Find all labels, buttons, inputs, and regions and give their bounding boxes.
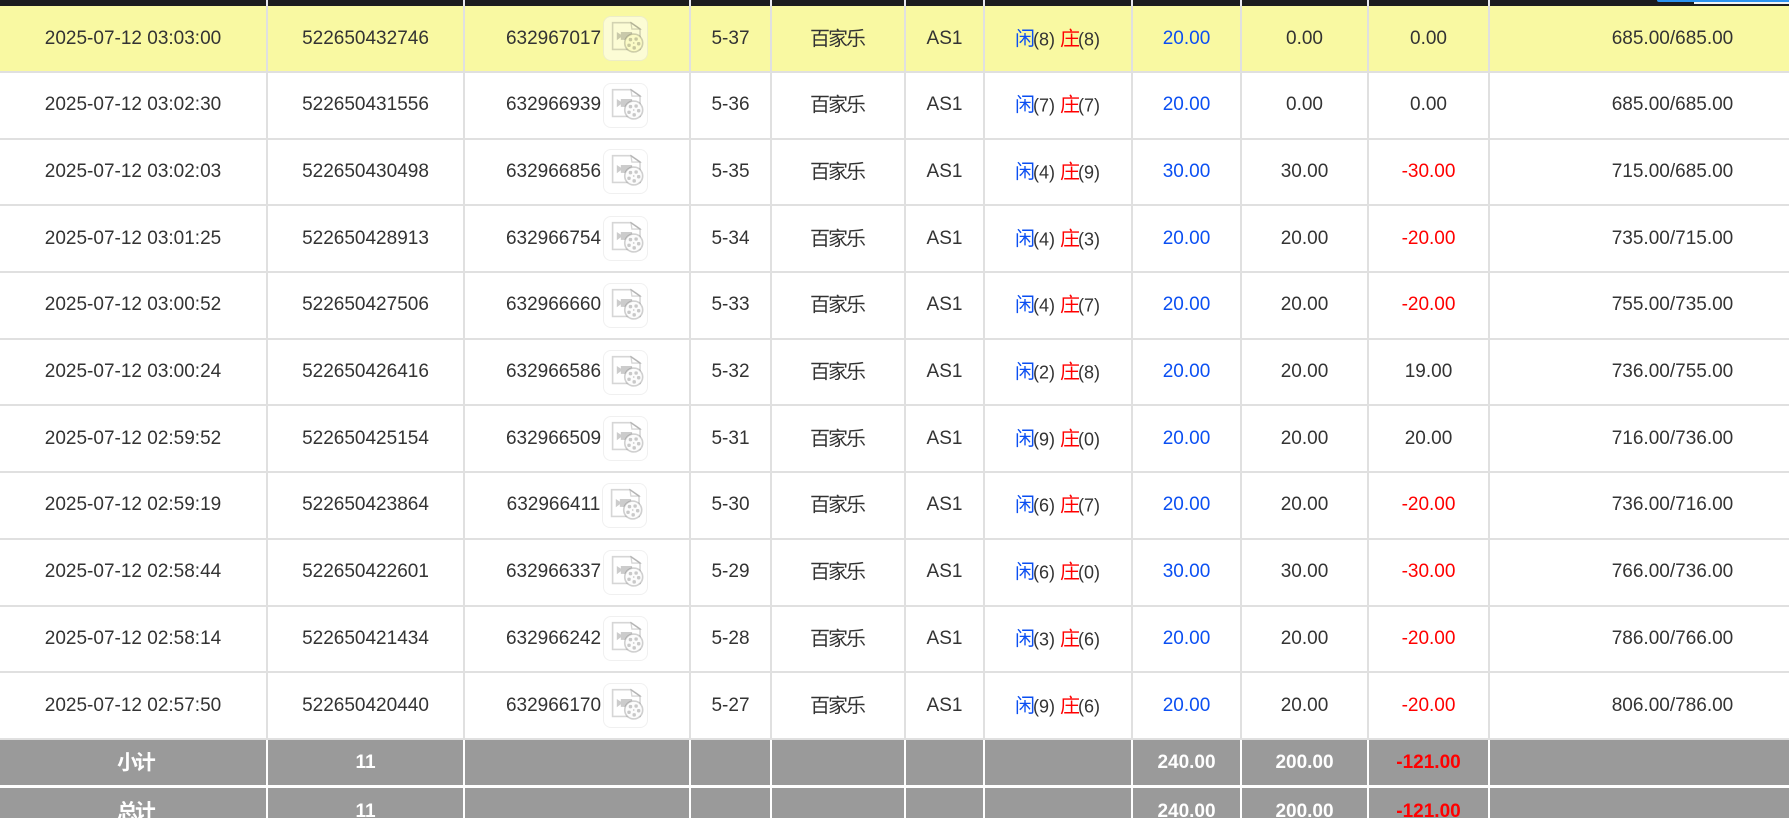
- svg-text:(6): (6): [1033, 496, 1055, 516]
- svg-text:(7): (7): [1078, 496, 1100, 516]
- svg-text:(6): (6): [1078, 696, 1100, 716]
- svg-text:(2): (2): [1033, 363, 1055, 383]
- svg-text:(4): (4): [1033, 296, 1055, 316]
- svg-text:(8): (8): [1078, 29, 1100, 49]
- svg-text:(4): (4): [1033, 229, 1055, 249]
- svg-text:(7): (7): [1078, 96, 1100, 116]
- svg-text:(8): (8): [1033, 29, 1055, 49]
- svg-text:(3): (3): [1033, 629, 1055, 649]
- svg-text:(8): (8): [1078, 363, 1100, 383]
- svg-text:(3): (3): [1078, 229, 1100, 249]
- svg-text:(0): (0): [1078, 429, 1100, 449]
- svg-text:(9): (9): [1033, 696, 1055, 716]
- svg-text:(9): (9): [1033, 429, 1055, 449]
- svg-text:(6): (6): [1078, 629, 1100, 649]
- svg-text:(0): (0): [1078, 563, 1100, 583]
- svg-text:(9): (9): [1078, 162, 1100, 182]
- svg-text:(6): (6): [1033, 563, 1055, 583]
- svg-text:(7): (7): [1033, 96, 1055, 116]
- svg-text:(7): (7): [1078, 296, 1100, 316]
- svg-text:(4): (4): [1033, 162, 1055, 182]
